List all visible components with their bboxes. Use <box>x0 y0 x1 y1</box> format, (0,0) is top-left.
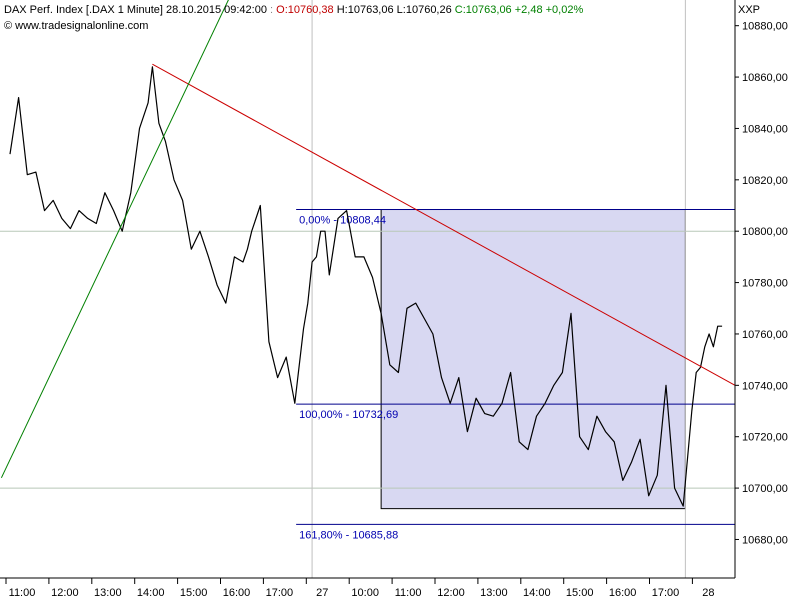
x-tick-label-11: 13:00 <box>480 587 508 599</box>
header-close: C:10763,06 +2,48 +0,02% <box>454 4 584 16</box>
x-tick-label-16: 28 <box>702 587 714 599</box>
symbol-label: XXP <box>738 4 761 16</box>
x-tick-label-8: 10:00 <box>351 587 379 599</box>
fib-level-label-1: 100,00% - 10732,69 <box>299 409 398 421</box>
x-tick-label-0: 11:00 <box>9 587 36 599</box>
y-tick-label-2: 10840,00 <box>742 123 788 135</box>
y-tick-label-5: 10780,00 <box>742 278 788 290</box>
series-line-1 <box>152 63 736 386</box>
y-tick-label-6: 10760,00 <box>742 329 788 341</box>
x-tick-label-3: 14:00 <box>137 587 165 599</box>
series-line-0 <box>9 66 723 507</box>
fibonacci-box <box>380 209 686 510</box>
x-tick-label-5: 16:00 <box>223 587 251 599</box>
x-tick-label-13: 15:00 <box>566 587 594 599</box>
y-tick-label-8: 10720,00 <box>742 432 788 444</box>
header-open: O:10760,38 <box>276 4 334 16</box>
header-low: L:10760,26 <box>396 4 452 16</box>
fib-level-label-2: 161,80% - 10685,88 <box>299 529 398 541</box>
y-tick-label-9: 10700,00 <box>742 483 788 495</box>
chart-header: DAX Perf. Index [.DAX 1 Minute] 28.10.20… <box>4 4 584 16</box>
x-tick-label-2: 13:00 <box>94 587 122 599</box>
x-tick-label-12: 14:00 <box>523 587 551 599</box>
header-datetime: 28.10.2015 09:42:00 <box>166 4 267 16</box>
series-line-2 <box>0 0 229 479</box>
x-tick-label-1: 12:00 <box>51 587 79 599</box>
y-tick-label-1: 10860,00 <box>742 72 788 84</box>
x-tick-label-7: 27 <box>316 587 328 599</box>
x-tick-label-9: 11:00 <box>395 587 422 599</box>
y-tick-label-10: 10680,00 <box>742 534 788 546</box>
y-tick-label-0: 10880,00 <box>742 21 788 33</box>
source-label: © www.tradesignalonline.com <box>4 20 149 32</box>
y-tick-label-4: 10800,00 <box>742 226 788 238</box>
x-tick-label-14: 16:00 <box>609 587 637 599</box>
header-instrument: DAX Perf. Index [.DAX 1 Minute] <box>4 4 163 16</box>
header-high: H:10763,06 <box>336 4 394 16</box>
y-tick-label-3: 10820,00 <box>742 175 788 187</box>
fib-level-label-0: 0,00% - 10808,44 <box>299 215 386 227</box>
y-tick-label-7: 10740,00 <box>742 380 788 392</box>
x-tick-label-4: 15:00 <box>180 587 208 599</box>
x-tick-label-15: 17:00 <box>652 587 680 599</box>
x-tick-label-6: 17:00 <box>266 587 294 599</box>
x-tick-label-10: 12:00 <box>437 587 465 599</box>
